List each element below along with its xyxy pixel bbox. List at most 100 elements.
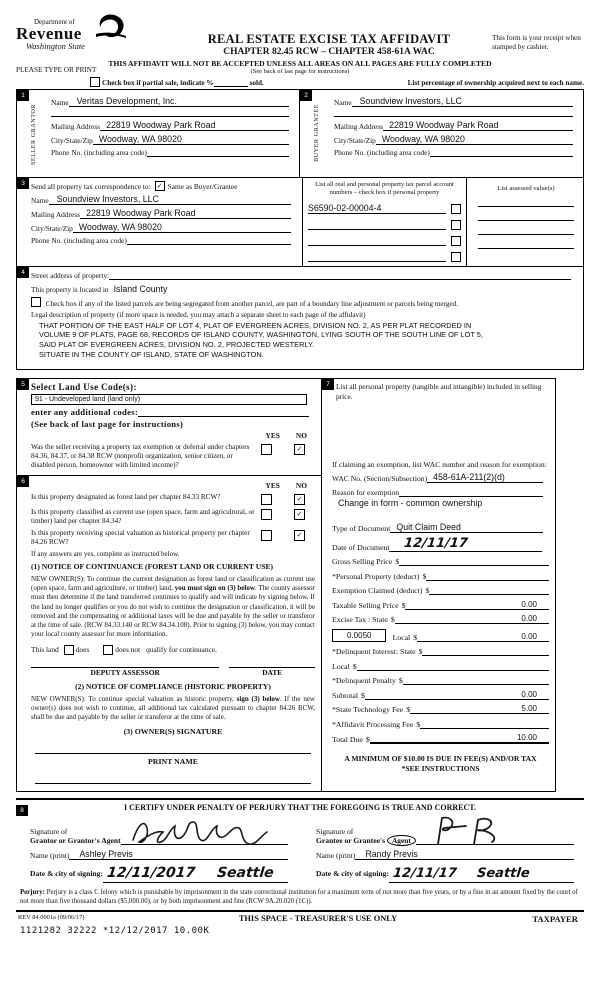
buyer-mailing-input[interactable]: 22819 Woodway Park Road <box>383 120 573 131</box>
seller-mailing-input[interactable]: 22819 Woodway Park Road <box>100 120 289 131</box>
exemption-no-checkbox[interactable]: ✓ <box>294 444 305 456</box>
forest-yes-checkbox[interactable] <box>261 494 272 506</box>
doc-date-input[interactable]: 12/11/17 <box>388 535 544 552</box>
seller-name2-input[interactable] <box>51 116 289 117</box>
assessor-date-line[interactable]: DATE <box>229 666 315 677</box>
parcel-input-1[interactable]: S6590-02-00004-4 <box>308 203 446 214</box>
grantor-date-city-input[interactable]: 12/11/2017 Seattle <box>102 864 288 884</box>
parcel-personal-checkbox-2[interactable] <box>451 219 461 230</box>
corr-mailing-label: Mailing Address <box>31 210 81 219</box>
street-address-input[interactable] <box>109 278 571 280</box>
parcel-input-4[interactable] <box>308 260 446 262</box>
currentuse-yes-checkbox[interactable] <box>261 509 272 521</box>
buyer-mailing-label: Mailing Address <box>334 122 384 131</box>
parcel-input-3[interactable] <box>308 244 446 246</box>
grantor-name-print-input[interactable]: Ashley Previs <box>69 849 288 861</box>
land-use-code-select[interactable]: 91 - Undeveloped land (land only) <box>31 394 307 406</box>
grantee-name-print-label: Name (print) <box>316 851 356 861</box>
reason-value[interactable]: Change in form - common ownership <box>338 497 483 508</box>
located-county-value[interactable]: Island County <box>113 283 168 294</box>
total-due-input[interactable]: 10.00 <box>369 733 549 745</box>
seller-name-input[interactable]: Veritas Development, Inc. <box>68 96 289 107</box>
grantor-signature-input[interactable] <box>120 818 288 846</box>
grantee-sig-label: Signature of Grantee or Grantee's Agent <box>316 827 416 847</box>
local-tax-input[interactable]: 0.00 <box>417 632 549 642</box>
parcel-personal-checkbox-3[interactable] <box>451 235 461 246</box>
does-not-checkbox[interactable] <box>103 644 114 655</box>
reason-input[interactable] <box>399 495 543 497</box>
grantee-name-print-input[interactable]: Randy Previs <box>355 849 574 861</box>
wac-input[interactable]: 458-61A-211(2)(d) <box>427 472 543 483</box>
corr-name-input[interactable]: Soundview Investors, LLC <box>48 194 291 205</box>
owners-signature-title: (3) OWNER(S) SIGNATURE <box>123 727 223 737</box>
does-checkbox[interactable] <box>63 644 74 655</box>
exemption-claimed-input[interactable] <box>429 585 549 596</box>
logo-washington-state: Washington State <box>26 41 85 51</box>
assessed-input-2[interactable] <box>478 207 574 221</box>
historic-yes-checkbox[interactable] <box>261 530 272 542</box>
section-2-buyer: 2 BUYER GRANTEE Name Soundview Investors… <box>300 90 583 177</box>
assessed-input-1[interactable] <box>478 193 574 207</box>
buyer-name-label: Name <box>334 98 352 107</box>
local-rate-box[interactable]: 0.0050 <box>332 628 387 642</box>
exemption-yes-checkbox[interactable] <box>261 444 272 456</box>
does-label: does <box>75 645 90 655</box>
buyer-name-input[interactable]: Soundview Investors, LLC <box>351 96 573 107</box>
grantee-signature-glyph <box>436 817 496 846</box>
partial-sale-checkbox[interactable] <box>90 77 100 87</box>
section-4-property: 4 Street address of property: This prope… <box>16 266 584 371</box>
located-label: This property is located in <box>31 284 109 294</box>
buyer-phone-input[interactable] <box>429 156 573 157</box>
state-technology-fee-row: *State Technology Fee $ 5.00 <box>332 704 549 715</box>
see-instructions-note: *SEE INSTRUCTIONS <box>401 763 480 773</box>
assessed-input-4[interactable] <box>478 235 574 249</box>
seller-phone-input[interactable] <box>146 156 289 157</box>
gross-selling-price-input[interactable] <box>399 556 549 567</box>
treasurer-use-label: THIS SPACE - TREASURER'S USE ONLY <box>238 913 398 923</box>
affidavit-processing-fee-input[interactable] <box>420 719 549 729</box>
taxable-selling-price-input[interactable]: 0.00 <box>405 600 549 610</box>
delinquent-interest-local-input[interactable] <box>356 661 549 671</box>
doc-type-input[interactable]: Quit Claim Deed <box>390 522 543 533</box>
historic-no-checkbox[interactable]: ✓ <box>294 530 305 542</box>
parcel-personal-checkbox-1[interactable] <box>451 203 461 214</box>
q6-yes-no-header: YES NO <box>265 481 307 491</box>
corr-phone-input[interactable] <box>126 244 291 245</box>
qualify-label: qualify for continuance. <box>146 645 217 655</box>
currentuse-no-checkbox[interactable]: ✓ <box>294 509 305 521</box>
owner-print-name-input[interactable] <box>35 769 311 785</box>
state-technology-fee-input[interactable]: 5.00 <box>410 704 549 715</box>
grantee-signature-input[interactable] <box>415 817 574 846</box>
partial-sale-percent-input[interactable] <box>213 86 248 87</box>
corr-csz-input[interactable]: Woodway, WA 98020 <box>72 222 291 233</box>
personal-property-deduct-input[interactable] <box>426 571 549 581</box>
excise-tax-state-input[interactable]: 0.00 <box>394 614 549 625</box>
buyer-csz-input[interactable]: Woodway, WA 98020 <box>375 134 573 145</box>
forest-no-checkbox[interactable]: ✓ <box>294 494 305 506</box>
segregated-checkbox[interactable] <box>31 296 41 307</box>
section-2-badge: 2 <box>300 90 312 101</box>
grantee-date-city-input[interactable]: 12/11/17 Seattle <box>388 864 574 884</box>
buyer-name2-input[interactable] <box>334 116 573 117</box>
owner-signature-input[interactable] <box>35 739 311 755</box>
delinquent-interest-state-row: *Delinquent Interest: State $ <box>332 646 549 657</box>
delinquent-penalty-input[interactable] <box>402 675 549 686</box>
additional-codes-input[interactable] <box>138 416 309 418</box>
parcel-personal-checkbox-4[interactable] <box>451 251 461 262</box>
corr-mailing-input[interactable]: 22819 Woodway Park Road <box>80 208 291 219</box>
delinquent-interest-state-input[interactable] <box>422 646 549 657</box>
parcel-input-2[interactable] <box>308 228 446 230</box>
form-title: REAL ESTATE EXCISE TAX AFFIDAVIT <box>207 32 451 46</box>
seller-mailing-label: Mailing Address <box>51 122 101 131</box>
assessed-input-3[interactable] <box>478 221 574 235</box>
personal-property-blank-area[interactable] <box>332 402 549 460</box>
deputy-assessor-signature-line[interactable]: DEPUTY ASSESSOR <box>31 666 220 677</box>
subtotal-input[interactable]: 0.00 <box>364 690 549 700</box>
segregated-row: Check box if any of the listed parcels a… <box>31 296 577 308</box>
section-1-badge: 1 <box>17 90 29 101</box>
legal-description-text[interactable]: THAT PORTION OF THE EAST HALF OF LOT 4, … <box>39 320 483 359</box>
street-address-label: Street address of property: <box>31 270 110 280</box>
parcel-numbers-box: List all real and personal property tax … <box>303 178 467 266</box>
same-as-buyer-checkbox[interactable]: ✓ <box>154 181 165 191</box>
seller-csz-input[interactable]: Woodway, WA 98020 <box>92 134 289 145</box>
